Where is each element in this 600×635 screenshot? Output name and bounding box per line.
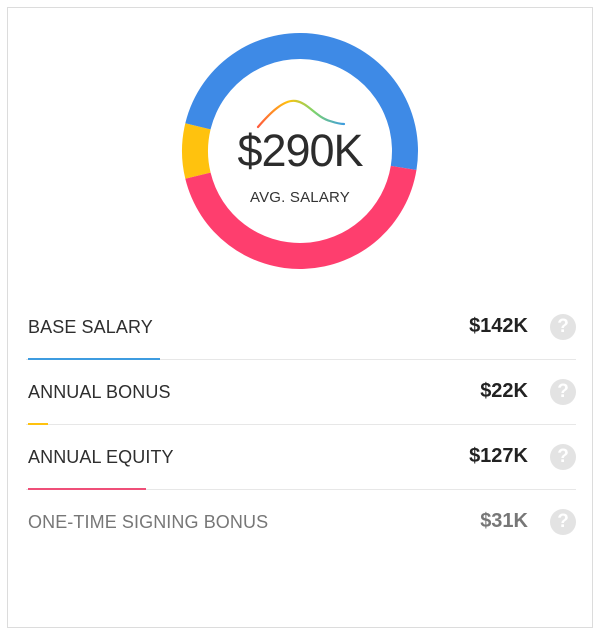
base-salary-bar [28,358,160,360]
annual-bonus-bar [28,423,48,425]
base-salary-label: BASE SALARY [28,317,153,337]
donut-slice-base-salary [185,32,418,171]
signing-bonus-label: ONE-TIME SIGNING BONUS [28,512,269,532]
annual-equity-bar [28,488,146,490]
annual-equity-value: $127K [469,445,528,467]
breakdown-row-annual-bonus: ANNUAL BONUS $22K ? [26,360,576,425]
breakdown-row-signing-bonus: ONE-TIME SIGNING BONUS $31K ? [26,490,576,554]
base-salary-value: $142K [469,315,528,337]
salary-donut-chart: $290K AVG. SALARY [180,31,420,271]
breakdown-row-annual-equity: ANNUAL EQUITY $127K ? [26,425,576,490]
annual-equity-label: ANNUAL EQUITY [28,447,174,467]
help-icon[interactable]: ? [550,314,576,340]
donut-slice-annual-equity [185,165,417,270]
help-icon[interactable]: ? [550,379,576,405]
signing-bonus-value: $31K [480,510,528,532]
breakdown-row-base-salary: BASE SALARY $142K ? [26,295,576,360]
annual-bonus-value: $22K [480,380,528,402]
annual-bonus-label: ANNUAL BONUS [28,382,171,402]
avg-salary-amount: $290K [237,125,363,176]
compensation-breakdown: BASE SALARY $142K ? ANNUAL BONUS $22K ? … [26,295,576,554]
help-icon[interactable]: ? [550,509,576,535]
donut-slice-annual-bonus [182,123,211,179]
donut-svg [182,32,418,270]
help-icon[interactable]: ? [550,444,576,470]
distribution-curve-icon [256,99,346,129]
salary-card: $290K AVG. SALARY BASE SALARY $142K ? AN… [7,7,593,628]
avg-salary-label: AVG. SALARY [249,189,351,206]
